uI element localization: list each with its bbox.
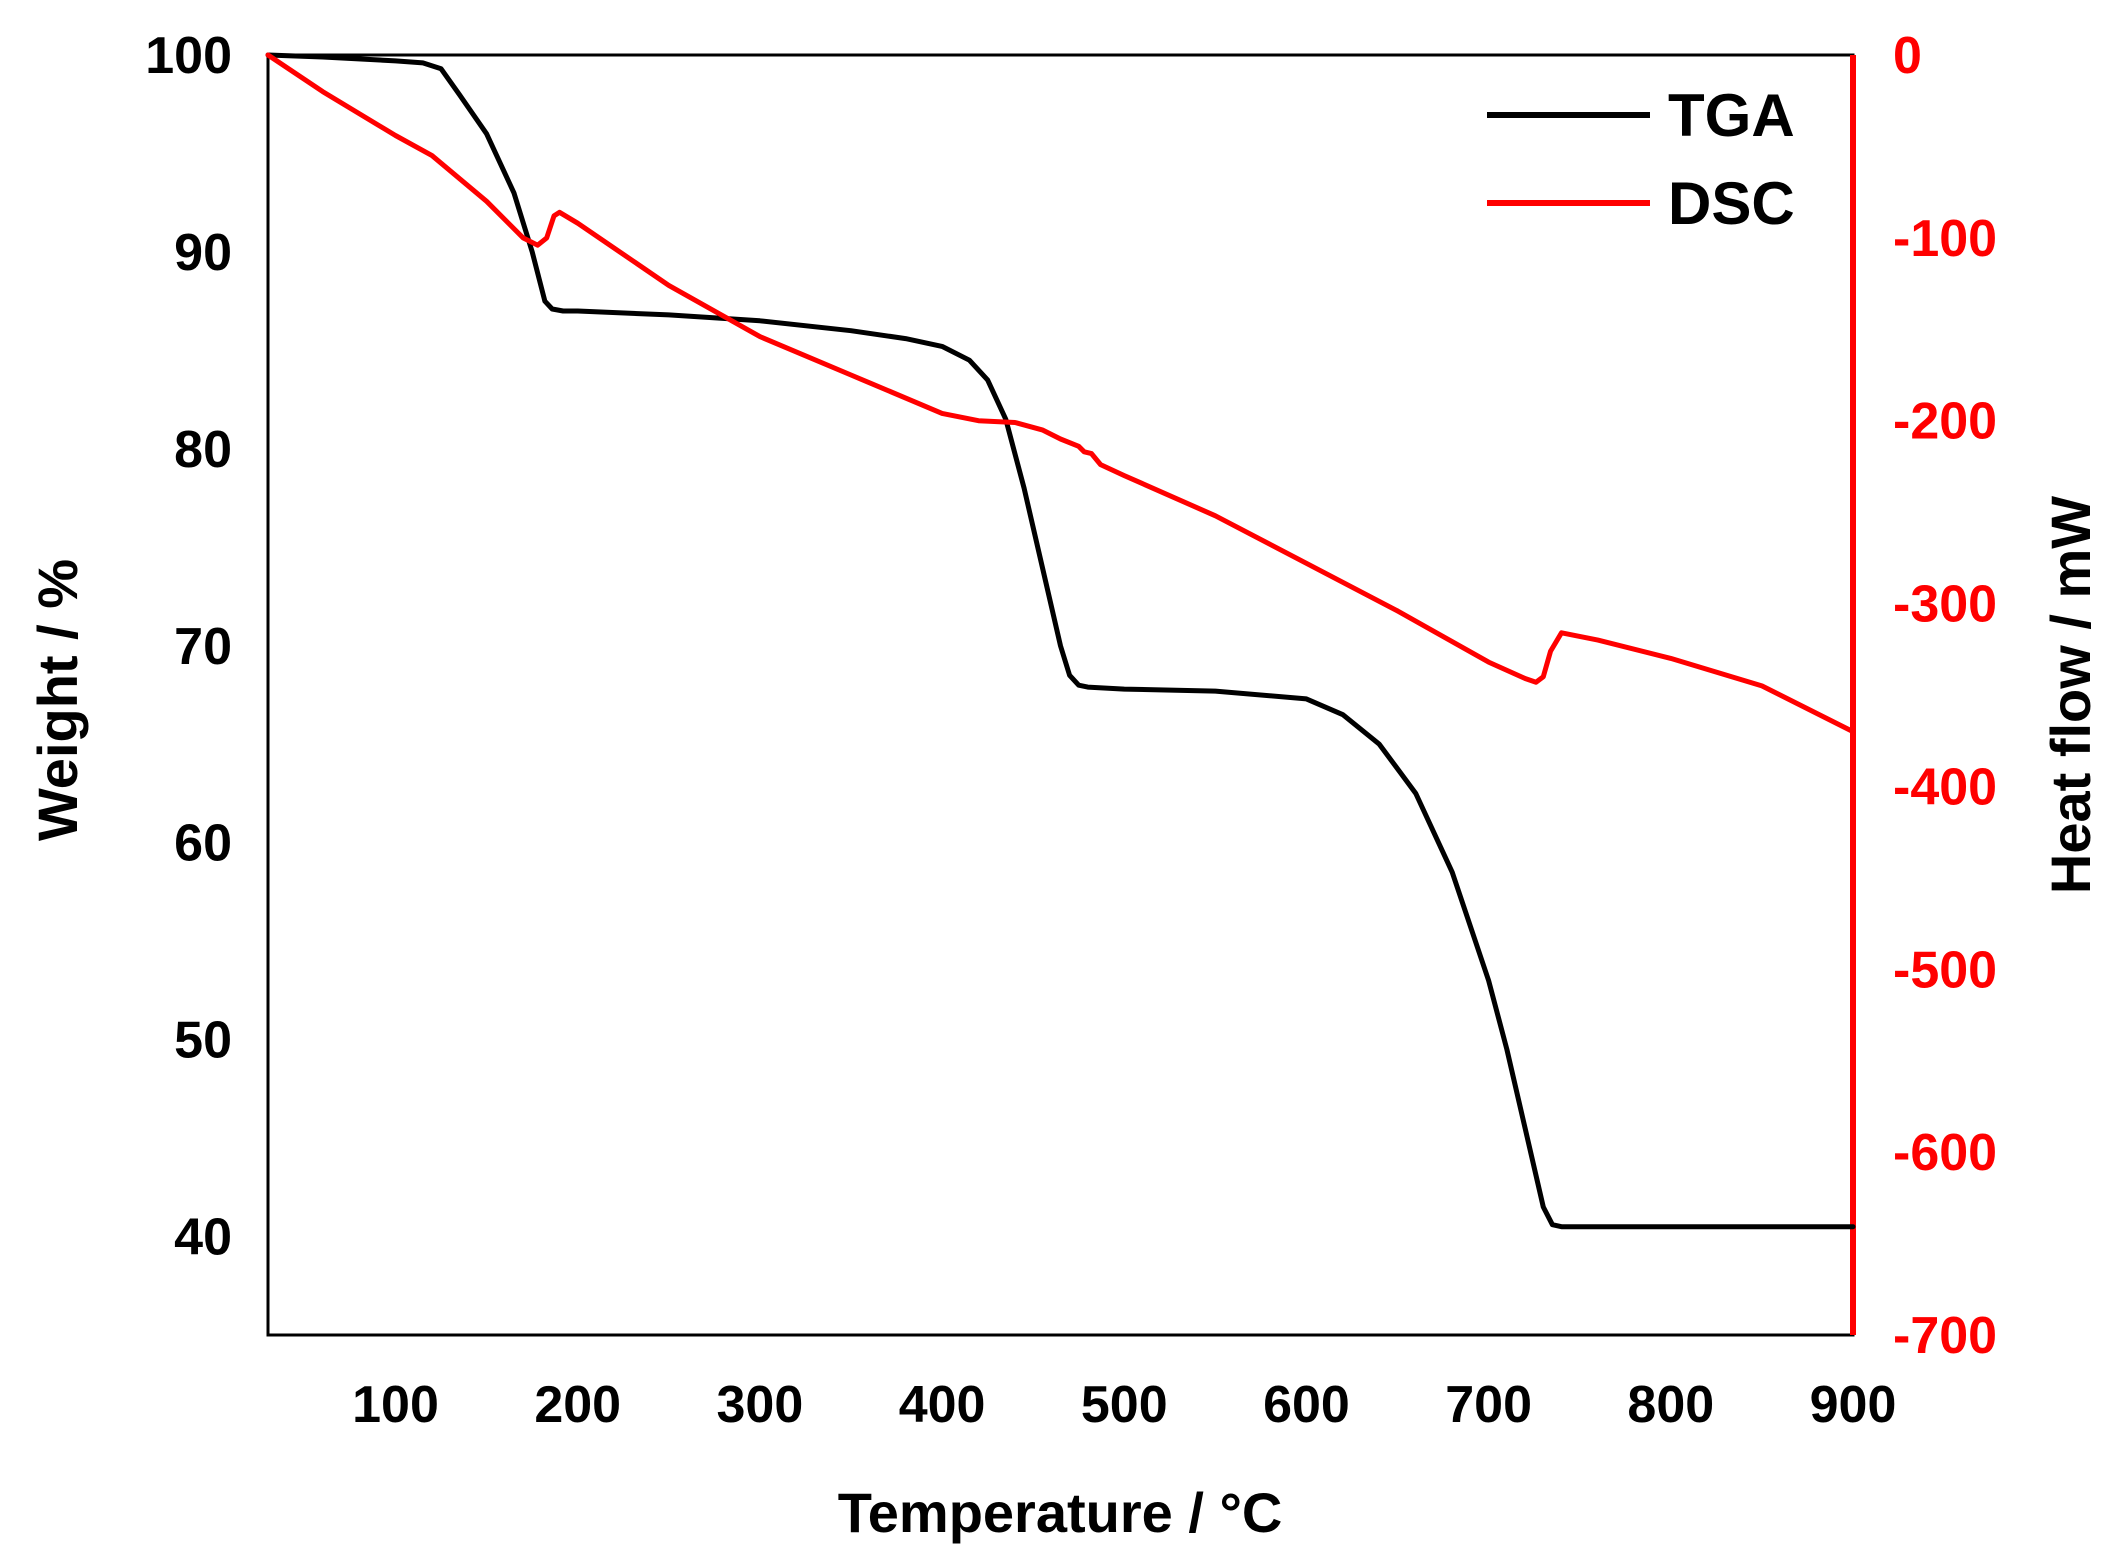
y2-tick-label: 0 [1893,27,1922,85]
y2-tick-label: -400 [1893,758,1997,816]
y-tick-label: 80 [174,421,232,479]
x-tick-label: 100 [352,1376,439,1434]
legend: TGA DSC [1487,82,1795,237]
y2-tick-label: -700 [1893,1307,1997,1365]
y2-tick-label: -300 [1893,576,1997,634]
tga-series-line [265,52,1856,1230]
x-tick-label: 300 [717,1376,804,1434]
y-tick-label: 70 [174,618,232,676]
x-tick-label: 700 [1445,1376,1532,1434]
x-tick-label: 900 [1810,1376,1897,1434]
bottom-axis-ticks: 100 200 300 400 500 600 700 800 900 [352,1376,1896,1434]
y2-axis-title: Heat flow / mW [2039,496,2102,894]
legend-dsc-label: DSC [1668,170,1795,237]
x-tick-label: 500 [1081,1376,1168,1434]
y-tick-label: 100 [145,27,232,85]
y-tick-label: 50 [174,1012,232,1070]
y2-tick-label: -200 [1893,393,1997,451]
y-tick-label: 40 [174,1209,232,1267]
x-tick-label: 600 [1263,1376,1350,1434]
dsc-series-line [265,52,1856,735]
x-tick-label: 200 [534,1376,621,1434]
y2-tick-label: -500 [1893,941,1997,999]
left-axis-ticks: 40 50 60 70 80 90 100 [145,27,232,1267]
y-tick-label: 90 [174,224,232,282]
legend-tga-label: TGA [1668,82,1795,149]
x-tick-label: 400 [899,1376,986,1434]
plot-area-frame [266,53,1855,1337]
x-axis-title: Temperature / °C [838,1481,1283,1544]
y2-tick-label: -600 [1893,1124,1997,1182]
y-axis-title: Weight / % [26,559,89,841]
y2-tick-label: -100 [1893,210,1997,268]
y-tick-label: 60 [174,815,232,873]
x-tick-label: 800 [1627,1376,1714,1434]
right-axis-ticks: 0 -100 -200 -300 -400 -500 -600 -700 [1893,27,1997,1365]
